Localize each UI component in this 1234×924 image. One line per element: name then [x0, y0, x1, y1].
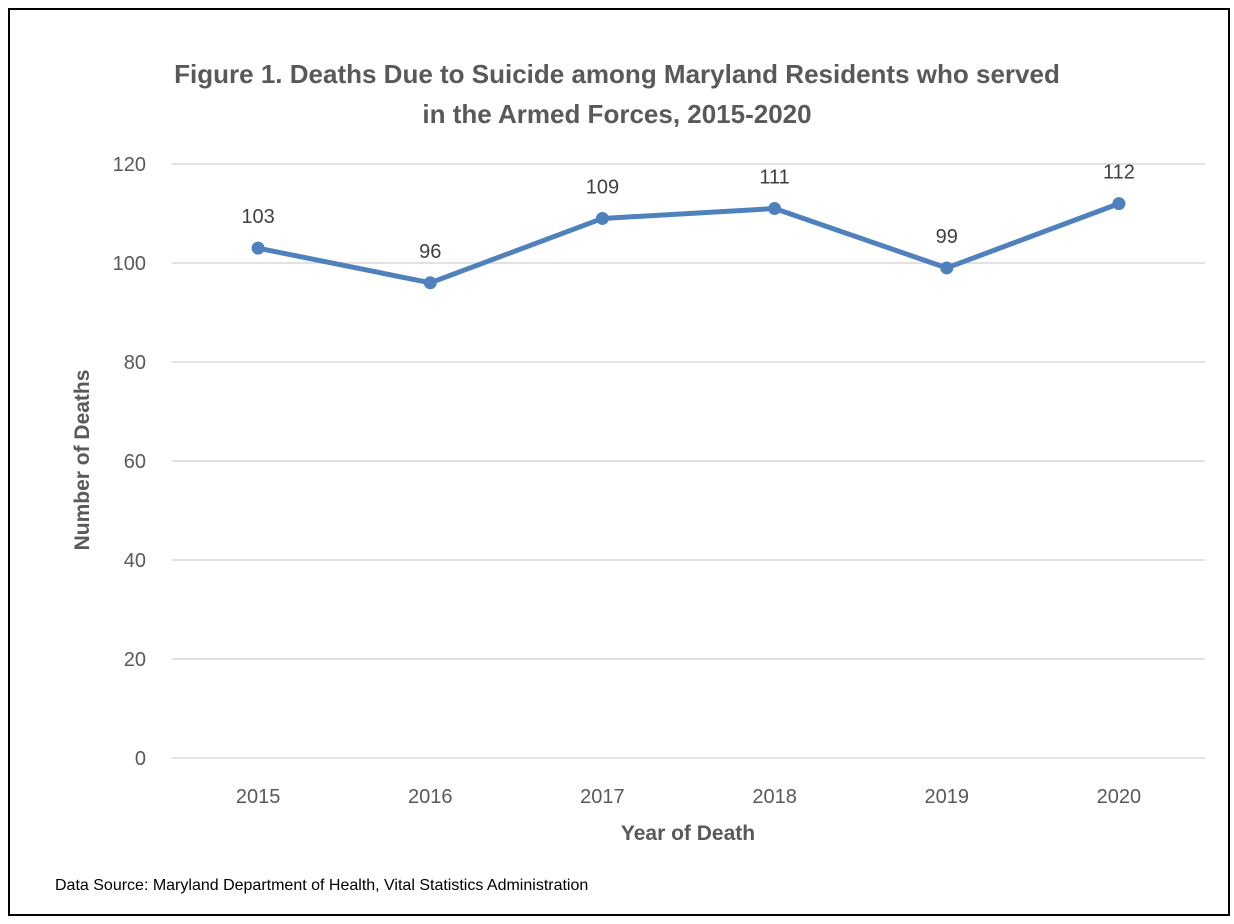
data-points	[251, 197, 1126, 290]
y-tick-label: 20	[124, 649, 146, 671]
chart-frame	[8, 8, 1230, 916]
x-axis-title: Year of Death	[621, 822, 755, 845]
data-source-note: Data Source: Maryland Department of Heal…	[55, 877, 589, 894]
y-tick-label: 100	[113, 253, 146, 275]
y-tick-label: 40	[124, 550, 146, 572]
data-point-2018	[768, 202, 782, 216]
y-tick-label: 120	[113, 154, 146, 176]
chart-title-line-2: in the Armed Forces, 2015-2020	[422, 99, 812, 129]
x-tick-label: 2016	[408, 786, 453, 808]
data-labels: 103 96 109 111 99 112	[241, 162, 1134, 263]
x-tick-label: 2015	[236, 786, 281, 808]
series-deaths	[255, 201, 1122, 286]
gridlines	[172, 163, 1205, 759]
chart-title-line-1: Figure 1. Deaths Due to Suicide among Ma…	[174, 59, 1060, 89]
data-label-2015: 103	[241, 206, 274, 228]
data-point-2019	[940, 261, 954, 275]
x-tick-label: 2018	[752, 786, 797, 808]
y-tick-label: 60	[124, 451, 146, 473]
y-axis-title: Number of Deaths	[71, 370, 94, 551]
data-point-2015	[251, 241, 265, 255]
x-tick-label: 2020	[1097, 786, 1142, 808]
data-label-2020: 112	[1103, 162, 1135, 184]
data-point-2017	[595, 211, 609, 225]
data-label-2016: 96	[419, 241, 441, 263]
x-tick-label: 2019	[925, 786, 970, 808]
y-tick-label: 0	[135, 748, 146, 770]
data-point-2020	[1112, 197, 1126, 211]
x-tick-label: 2017	[580, 786, 625, 808]
data-label-2017: 109	[586, 176, 619, 198]
data-label-2019: 99	[936, 226, 958, 248]
x-axis-ticks: 2015 2016 2017 2018 2019 2020	[236, 786, 1141, 808]
series-line	[255, 201, 1122, 286]
y-tick-label: 80	[124, 352, 146, 374]
data-label-2018: 111	[759, 167, 789, 189]
data-point-2016	[423, 276, 437, 290]
y-axis-ticks: 0 20 40 60 80 100 120	[113, 154, 146, 770]
